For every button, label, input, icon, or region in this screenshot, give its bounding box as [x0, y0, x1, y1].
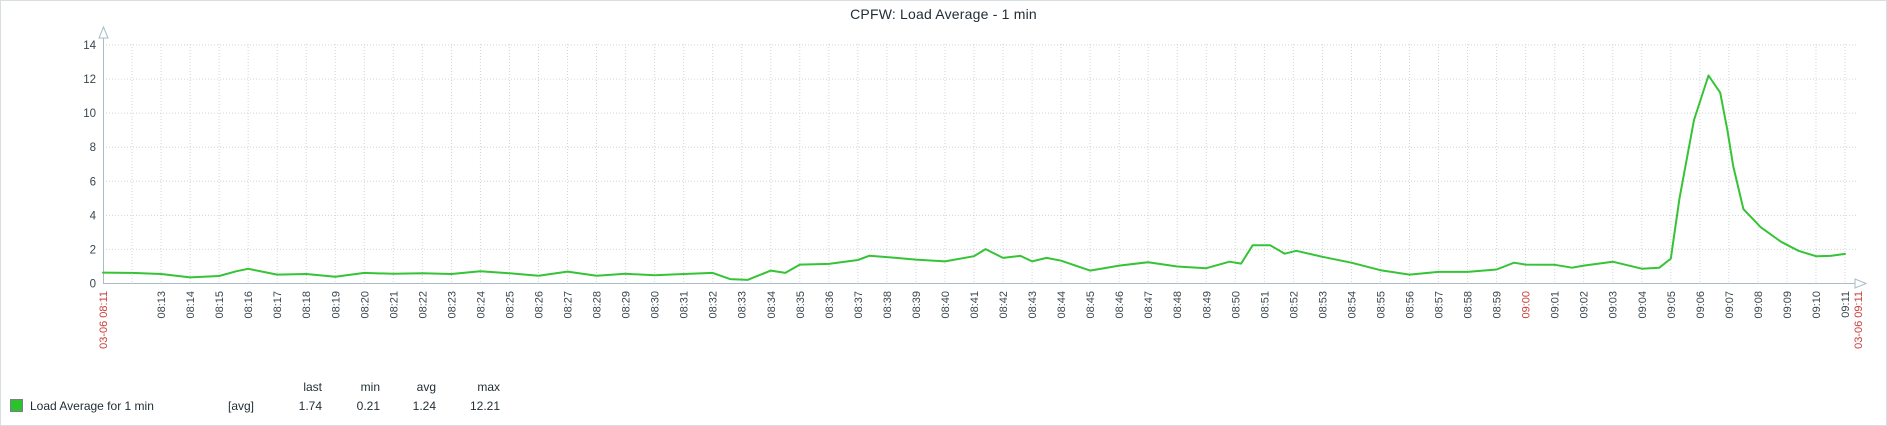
series-color-swatch-icon [10, 399, 23, 412]
x-tick-label: 08:56 [1405, 291, 1417, 319]
x-tick-label: 08:28 [592, 291, 604, 319]
x-tick-label: 08:21 [388, 291, 400, 319]
y-tick-label: 8 [90, 142, 96, 154]
legend-value-max: 12.21 [469, 399, 500, 413]
x-tick-label: 08:18 [301, 291, 313, 319]
x-tick-label: 08:20 [359, 291, 371, 319]
legend-header-min: min [360, 380, 380, 394]
x-tick-label: 08:33 [737, 291, 749, 319]
x-tick-label: 08:13 [156, 291, 168, 319]
x-tick-label: 08:47 [1143, 291, 1155, 319]
x-tick-label: 08:22 [417, 291, 429, 319]
gridlines [103, 44, 1856, 283]
x-tick-label: 08:55 [1375, 291, 1387, 319]
x-tick-label: 08:15 [214, 291, 226, 319]
x-tick-label: 08:37 [853, 291, 865, 319]
x-tick-label: 09:09 [1782, 291, 1794, 319]
x-axis-arrow-icon [1854, 278, 1868, 289]
x-tick-label: 08:42 [998, 291, 1010, 319]
x-tick-label: 09:06 [1695, 291, 1707, 319]
y-tick-label: 10 [83, 108, 96, 120]
x-tick-label: 08:30 [650, 291, 662, 319]
x-tick-label: 09:08 [1753, 291, 1765, 319]
y-tick-label: 12 [83, 74, 96, 86]
y-tick-labels: 0 2 4 6 8 10 12 14 [83, 40, 96, 291]
x-tick-label: 08:45 [1085, 291, 1097, 319]
x-tick-label: 08:43 [1027, 291, 1039, 319]
legend-value-last: 1.74 [298, 399, 322, 413]
x-tick-label: 08:57 [1434, 291, 1446, 319]
x-tick-label: 03-06 08:11 [98, 291, 110, 349]
legend-value-avg: 1.24 [412, 399, 436, 413]
x-tick-label: 08:38 [882, 291, 894, 319]
x-tick-label: 09:04 [1637, 291, 1649, 319]
y-tick-label: 14 [83, 40, 96, 52]
legend-swatch-cell [0, 398, 30, 413]
x-tick-label: 08:24 [475, 291, 487, 319]
legend-function-label: [avg] [228, 399, 255, 413]
y-tick-label: 2 [90, 244, 96, 256]
legend-header-max: max [477, 380, 500, 394]
x-tick-label: 08:17 [272, 291, 284, 319]
x-tick-label: 08:49 [1201, 291, 1213, 319]
x-tick-label: 09:07 [1724, 291, 1736, 319]
x-tick-label: 08:23 [446, 291, 458, 319]
x-tick-label: 09:02 [1579, 291, 1591, 319]
x-tick-label: 08:27 [563, 291, 575, 319]
x-tick-label: 09:00 [1521, 291, 1533, 319]
x-tick-label: 08:40 [940, 291, 952, 319]
series-line-load-average [102, 74, 1846, 281]
x-tick-label: 09:01 [1550, 291, 1562, 319]
x-tick-label: 08:25 [504, 291, 516, 319]
y-tick-label: 0 [90, 279, 96, 291]
y-tick-label: 6 [90, 176, 96, 188]
x-tick-label: 08:48 [1172, 291, 1184, 319]
axes [103, 36, 1858, 284]
legend-header-last: last [303, 380, 322, 394]
x-tick-label: 08:14 [185, 291, 197, 319]
legend-header-avg: avg [416, 380, 436, 394]
x-tick-label: 09:03 [1608, 291, 1620, 319]
x-tick-label: 08:26 [534, 291, 546, 319]
x-tick-label: 08:46 [1114, 291, 1126, 319]
x-tick-label: 09:05 [1666, 291, 1678, 319]
x-tick-label: 08:36 [824, 291, 836, 319]
x-tick-label: 08:51 [1259, 291, 1271, 319]
x-tick-label: 08:54 [1346, 291, 1358, 319]
x-tick-labels: 03-06 08:11 08:13 08:14 08:15 08:16 08:17 08:1… [98, 291, 1865, 349]
legend: last min avg max Load Average for 1 min … [0, 377, 500, 413]
x-tick-label: 08:58 [1463, 291, 1475, 319]
y-axis-arrow-icon [98, 25, 109, 39]
x-tick-label: 09:11 [1840, 291, 1852, 318]
graph-title: CPFW: Load Average - 1 min [850, 6, 1037, 22]
x-tick-label: 08:59 [1492, 291, 1504, 319]
legend-series-label: Load Average for 1 min [30, 399, 154, 413]
x-tick-label: 08:50 [1230, 291, 1242, 319]
x-tick-label: 08:44 [1056, 291, 1068, 319]
x-tick-label: 08:52 [1288, 291, 1300, 319]
x-tick-label: 08:53 [1317, 291, 1329, 319]
x-tick-label: 08:35 [795, 291, 807, 319]
x-tick-label: 08:16 [243, 291, 255, 319]
y-tick-label: 4 [90, 210, 97, 222]
x-tick-label: 08:41 [969, 291, 981, 319]
x-tick-label: 09:10 [1811, 291, 1823, 319]
x-tick-label: 03-06 09:11 [1853, 291, 1865, 349]
x-tick-label: 08:34 [766, 291, 778, 319]
legend-value-min: 0.21 [356, 399, 380, 413]
x-tick-label: 08:29 [621, 291, 633, 319]
x-tick-label: 08:19 [330, 291, 342, 319]
x-tick-label: 08:32 [708, 291, 720, 319]
x-tick-label: 08:31 [679, 291, 691, 319]
x-tick-label: 08:39 [911, 291, 923, 319]
